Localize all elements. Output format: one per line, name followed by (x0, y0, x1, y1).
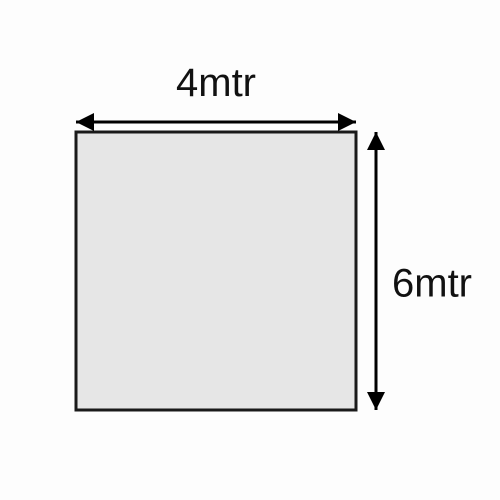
width-dimension-label: 4mtr (176, 61, 256, 105)
dimension-diagram: 4mtr 6mtr (0, 0, 500, 500)
height-dimension-label: 6mtr (392, 262, 472, 306)
measured-rectangle (76, 132, 356, 410)
